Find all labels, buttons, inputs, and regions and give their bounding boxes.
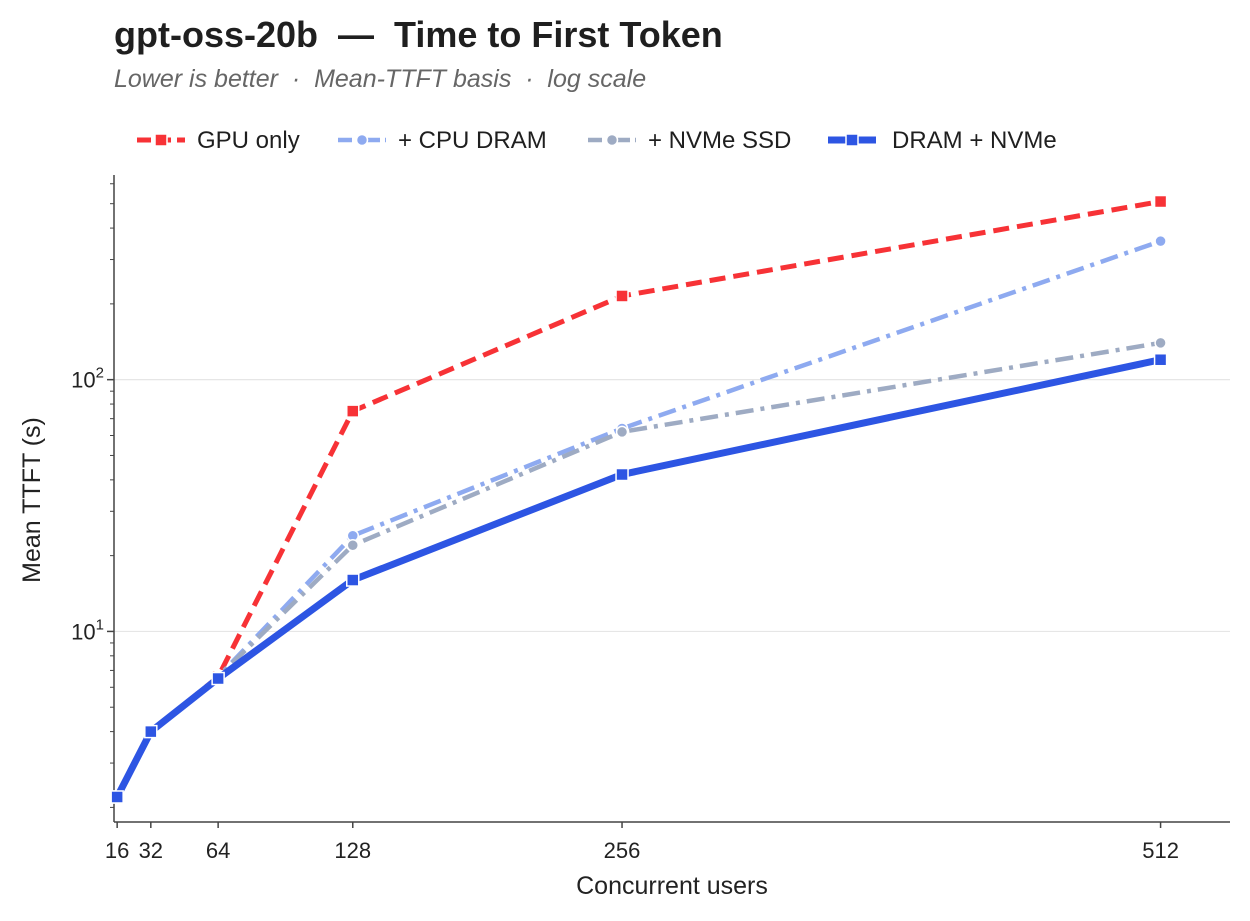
- data-point: [1154, 336, 1167, 350]
- legend-item-3: DRAM + NVMe: [828, 127, 1057, 154]
- series-1: [110, 234, 1167, 804]
- data-point: [1153, 194, 1168, 209]
- y-tick-label: 102: [71, 365, 104, 393]
- data-point: [615, 289, 629, 303]
- legend-swatch-marker: [355, 133, 369, 147]
- series-line: [114, 356, 1162, 799]
- data-point: [110, 790, 124, 804]
- legend-swatch-marker: [845, 133, 859, 147]
- x-tick-label: 64: [206, 838, 230, 863]
- x-axis-label: Concurrent users: [576, 872, 768, 900]
- data-point: [1153, 352, 1168, 367]
- legend-swatch-marker: [605, 133, 619, 147]
- series-3: [110, 352, 1168, 804]
- data-point: [615, 425, 629, 439]
- data-point: [346, 404, 360, 418]
- x-tick-label: 256: [604, 838, 641, 863]
- legend-item-0: GPU only: [137, 127, 300, 154]
- grid-lines: [114, 379, 1230, 633]
- series-layer: [110, 194, 1168, 804]
- x-tick-label: 128: [334, 838, 371, 863]
- legend-swatch-marker: [154, 133, 168, 147]
- legend-label: + NVMe SSD: [648, 127, 791, 154]
- y-tick-label: 101: [71, 616, 104, 644]
- data-point: [144, 724, 158, 739]
- series-0: [110, 194, 1168, 804]
- data-point: [346, 573, 360, 587]
- data-point: [346, 538, 360, 552]
- series-line: [114, 199, 1162, 799]
- chart-title: gpt-oss-20b — Time to First Token: [114, 14, 723, 55]
- legend-item-2: + NVMe SSD: [588, 127, 791, 154]
- x-tick-label: 16: [105, 838, 129, 863]
- legend-label: GPU only: [197, 127, 300, 154]
- axes: 101 102 16 32 64 128 256 512: [71, 175, 1230, 863]
- chart-subtitle: Lower is better · Mean-TTFT basis · log …: [114, 65, 647, 93]
- legend-item-1: + CPU DRAM: [338, 127, 547, 154]
- data-point: [1154, 234, 1167, 248]
- legend: GPU only + CPU DRAM + NVMe SSD DRAM + NVMe: [137, 127, 1057, 154]
- legend-label: DRAM + NVMe: [892, 127, 1057, 154]
- legend-label: + CPU DRAM: [398, 127, 547, 154]
- series-line: [115, 238, 1162, 799]
- data-point: [211, 671, 225, 686]
- data-point: [615, 467, 629, 482]
- y-axis-label: Mean TTFT (s): [18, 417, 46, 583]
- x-tick-label: 512: [1142, 838, 1179, 863]
- series-line: [115, 340, 1161, 799]
- x-tick-label: 32: [139, 838, 163, 863]
